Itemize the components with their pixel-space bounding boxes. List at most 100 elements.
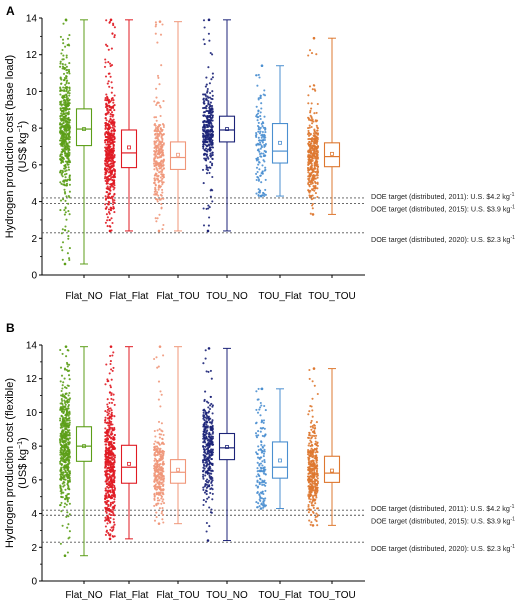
scatter-point — [160, 173, 164, 176]
scatter-point — [264, 166, 267, 169]
scatter-point — [207, 134, 210, 137]
scatter-point — [209, 427, 212, 430]
scatter-point — [161, 140, 164, 143]
scatter-point — [112, 128, 116, 131]
scatter-point — [206, 110, 209, 113]
scatter-point — [259, 401, 262, 405]
scatter-point — [62, 452, 65, 455]
scatter-point — [61, 65, 65, 68]
scatter-point — [310, 188, 314, 191]
scatter-point — [259, 115, 262, 118]
scatter-point — [106, 378, 109, 381]
scatter-point — [109, 126, 112, 129]
scatter-point — [211, 94, 214, 97]
scatter-point — [157, 164, 160, 167]
scatter-point — [64, 170, 67, 173]
scatter-point — [104, 506, 107, 509]
scatter-point — [65, 494, 68, 497]
scatter-point — [160, 422, 163, 425]
scatter-point — [255, 475, 258, 478]
scatter-point — [160, 179, 163, 182]
scatter-point — [109, 516, 112, 520]
y-tick-label: 2 — [31, 543, 37, 554]
scatter-point — [68, 391, 71, 395]
scatter-point — [162, 164, 165, 167]
scatter-point — [159, 487, 162, 490]
scatter-point — [161, 454, 164, 457]
scatter-point — [307, 503, 310, 507]
scatter-point — [109, 18, 113, 22]
scatter-point — [60, 473, 63, 476]
scatter-point — [105, 171, 108, 174]
scatter-point — [110, 413, 113, 416]
scatter-point — [59, 408, 62, 411]
scatter-point — [211, 76, 214, 79]
scatter-point — [309, 111, 312, 114]
scatter-point — [316, 133, 319, 136]
scatter-point — [316, 132, 319, 135]
scatter-point — [59, 460, 62, 463]
scatter-point — [264, 188, 267, 191]
scatter-point — [259, 130, 262, 133]
scatter-point — [111, 221, 114, 225]
scatter-point — [107, 179, 110, 183]
reference-line-label: DOE target (distributed, 2011): U.S. $4.… — [371, 504, 515, 513]
scatter-point — [205, 107, 208, 110]
scatter-point — [64, 112, 68, 115]
scatter-point — [66, 252, 69, 255]
scatter-point — [313, 128, 316, 131]
scatter-point — [206, 452, 209, 455]
scatter-point — [67, 163, 70, 166]
scatter-point — [155, 126, 158, 129]
scatter-point — [309, 472, 312, 475]
scatter-point — [68, 34, 71, 37]
scatter-point — [260, 456, 263, 459]
scatter-point — [68, 72, 71, 75]
scatter-point — [107, 157, 110, 160]
scatter-point — [153, 497, 156, 500]
scatter-point — [112, 398, 115, 401]
scatter-point — [59, 462, 62, 465]
scatter-point — [204, 134, 207, 137]
scatter-point — [104, 427, 107, 430]
scatter-point — [256, 486, 259, 489]
scatter-point — [315, 457, 318, 460]
scatter-point — [210, 142, 213, 145]
scatter-point — [205, 83, 208, 86]
scatter-point — [258, 493, 261, 496]
scatter-point — [309, 404, 312, 408]
scatter-point — [66, 91, 69, 94]
scatter-point — [160, 502, 163, 505]
scatter-point — [315, 470, 318, 473]
scatter-point — [65, 56, 68, 59]
scatter-point — [63, 96, 66, 99]
scatter-point — [63, 98, 66, 101]
scatter-point — [61, 384, 64, 387]
scatter-point — [211, 133, 214, 136]
scatter-point — [112, 461, 115, 464]
scatter-point — [158, 428, 161, 431]
x-tick-label: Flat_TOU — [156, 590, 199, 600]
category-group-tou-no: TOU_NO — [201, 18, 248, 302]
scatter-point — [208, 149, 212, 152]
scatter-point — [204, 152, 207, 155]
scatter-point — [310, 460, 313, 463]
scatter-point — [206, 539, 210, 542]
scatter-point — [65, 75, 68, 78]
scatter-point — [312, 36, 316, 40]
scatter-point — [60, 510, 63, 513]
scatter-point — [307, 475, 310, 478]
scatter-point — [107, 128, 110, 131]
scatter-point — [106, 195, 109, 198]
scatter-point — [309, 462, 312, 465]
scatter-point — [60, 118, 64, 121]
scatter-point — [105, 431, 108, 434]
scatter-point — [205, 432, 208, 435]
scatter-point — [104, 135, 107, 139]
scatter-point — [258, 498, 261, 501]
y-tick-label: 14 — [26, 341, 38, 352]
scatter-point — [107, 193, 110, 196]
scatter-point — [110, 513, 113, 517]
scatter-point — [211, 443, 214, 446]
scatter-point — [67, 384, 70, 387]
